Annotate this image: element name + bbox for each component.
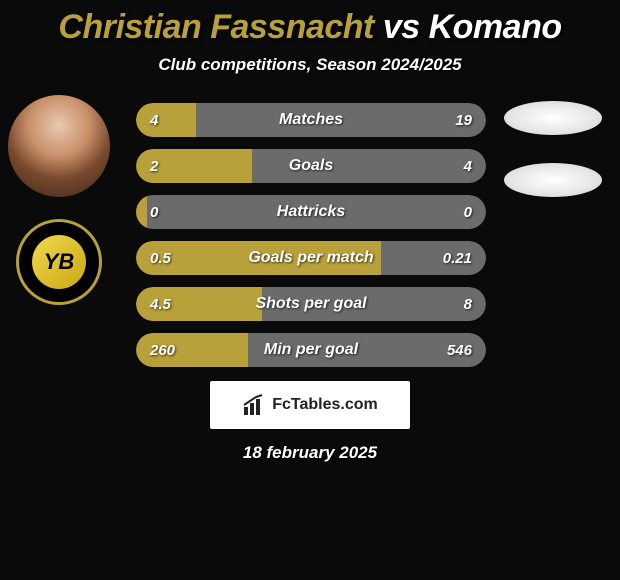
chart-icon xyxy=(242,393,266,417)
date-label: 18 february 2025 xyxy=(0,443,620,463)
stat-value-left: 0.5 xyxy=(150,250,171,267)
stat-label: Goals per match xyxy=(248,249,373,267)
stat-label: Goals xyxy=(289,157,333,175)
stat-value-left: 4 xyxy=(150,112,158,129)
stat-value-left: 260 xyxy=(150,342,175,359)
stat-bars: 4 19 Matches 2 4 Goals 0 0 Hattricks 0.5 0.21 Goals… xyxy=(136,103,486,367)
page-title: Christian Fassnacht vs Komano xyxy=(0,0,620,47)
stat-value-right: 8 xyxy=(464,296,472,313)
stat-value-left: 2 xyxy=(150,158,158,175)
title-vs: vs xyxy=(383,8,420,46)
comparison-area: YB 4 19 Matches 2 4 Goals 0 0 Hattricks 0.5 0.21 Go… xyxy=(0,103,620,367)
branding-text: FcTables.com xyxy=(272,396,378,414)
branding-badge: FcTables.com xyxy=(210,381,410,429)
stat-row: 2 4 Goals xyxy=(136,149,486,183)
stat-label: Shots per goal xyxy=(255,295,366,313)
stat-row: 4 19 Matches xyxy=(136,103,486,137)
stat-row: 0 0 Hattricks xyxy=(136,195,486,229)
stat-value-left: 0 xyxy=(150,204,158,221)
stat-label: Min per goal xyxy=(264,341,358,359)
player1-club-badge: YB xyxy=(16,219,102,305)
club-badge-text: YB xyxy=(32,235,86,289)
stat-value-right: 0 xyxy=(464,204,472,221)
left-avatars: YB xyxy=(8,95,110,305)
player2-avatar xyxy=(504,163,602,197)
stat-value-right: 4 xyxy=(464,158,472,175)
stat-bar-left xyxy=(136,103,196,137)
subtitle: Club competitions, Season 2024/2025 xyxy=(0,55,620,75)
stat-bar-left xyxy=(136,195,147,229)
stat-row: 260 546 Min per goal xyxy=(136,333,486,367)
player2-avatar xyxy=(504,101,602,135)
stat-row: 4.5 8 Shots per goal xyxy=(136,287,486,321)
title-player2: Komano xyxy=(429,8,562,46)
right-avatars xyxy=(504,101,602,197)
stat-value-left: 4.5 xyxy=(150,296,171,313)
stat-label: Matches xyxy=(279,111,343,129)
stat-bar-right xyxy=(252,149,487,183)
stat-value-right: 0.21 xyxy=(443,250,472,267)
title-player1: Christian Fassnacht xyxy=(58,8,373,46)
player1-avatar xyxy=(8,95,110,197)
stat-value-right: 19 xyxy=(455,112,472,129)
stat-row: 0.5 0.21 Goals per match xyxy=(136,241,486,275)
stat-label: Hattricks xyxy=(277,203,345,221)
stat-value-right: 546 xyxy=(447,342,472,359)
